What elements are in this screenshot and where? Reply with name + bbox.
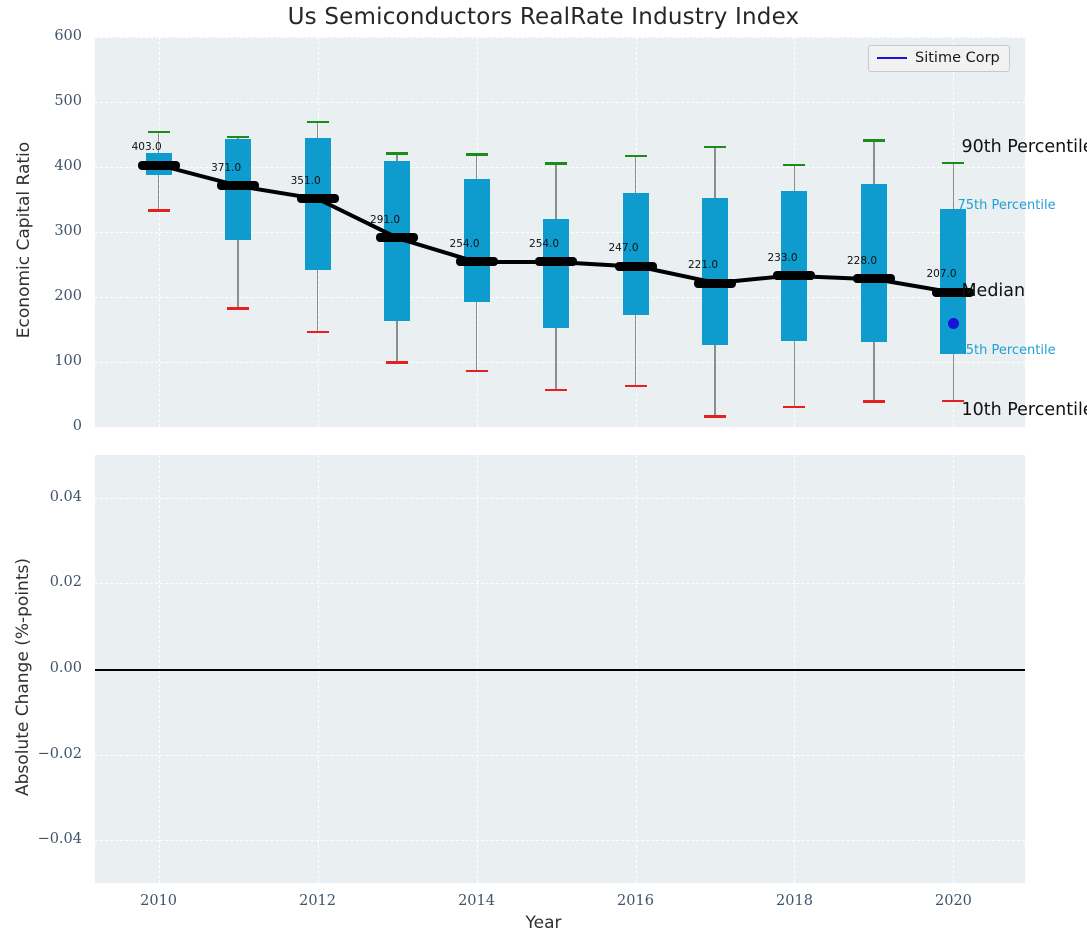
x-tick-label: 2014 <box>458 893 495 909</box>
interquartile-box[interactable] <box>940 209 967 354</box>
low-cap-marker <box>227 307 250 310</box>
upper-y-axis-label: Economic Capital Ratio <box>14 141 34 339</box>
interquartile-box[interactable] <box>702 198 728 346</box>
high-cap-marker <box>386 152 409 155</box>
gridline-y <box>95 167 1025 168</box>
median-marker[interactable] <box>773 271 816 281</box>
y-tick-label: 0.00 <box>49 660 82 676</box>
x-tick-label: 2018 <box>776 893 813 909</box>
low-cap-marker <box>306 330 329 334</box>
high-cap-marker <box>783 163 806 167</box>
x-axis-label: Year <box>525 913 562 933</box>
gridline-y <box>95 497 1025 499</box>
legend-label: Sitime Corp <box>915 50 1000 66</box>
median-value-label: 207.0 <box>926 268 957 281</box>
x-tick-label: 2016 <box>617 893 654 909</box>
median-value-label: 254.0 <box>449 237 480 250</box>
high-cap-marker <box>624 154 647 158</box>
low-cap-marker <box>545 388 568 392</box>
high-cap-marker <box>306 120 329 124</box>
median-marker[interactable] <box>614 261 657 271</box>
annotation-10th-percentile: 10th Percentile <box>961 400 1087 421</box>
y-tick-label: 100 <box>54 353 82 369</box>
high-cap-marker <box>465 153 488 156</box>
annotation-25th-percentile: 25th Percentile <box>957 342 1056 358</box>
median-value-label: 247.0 <box>608 242 639 255</box>
y-tick-label: 0.04 <box>49 488 82 505</box>
high-cap-marker <box>704 145 726 149</box>
high-cap-marker <box>942 161 965 165</box>
median-marker[interactable] <box>296 194 339 204</box>
legend-line-icon <box>877 57 907 59</box>
high-cap-marker <box>545 162 568 166</box>
median-marker[interactable] <box>455 257 498 267</box>
x-tick-label: 2020 <box>935 893 972 909</box>
high-cap-marker <box>862 139 885 142</box>
x-tick-label: 2010 <box>140 893 178 909</box>
median-value-label: 254.0 <box>529 237 560 250</box>
median-value-label: 351.0 <box>290 174 321 187</box>
annotation-median: Median <box>961 281 1026 302</box>
low-cap-marker <box>147 209 170 212</box>
median-marker[interactable] <box>694 278 736 288</box>
gridline-y <box>95 427 1025 428</box>
interquartile-box[interactable] <box>860 183 887 343</box>
y-tick-label: −0.02 <box>37 745 82 762</box>
y-tick-label: 200 <box>54 288 82 304</box>
interquartile-box[interactable] <box>622 193 649 315</box>
median-value-label: 403.0 <box>131 141 162 154</box>
median-marker[interactable] <box>535 257 578 267</box>
y-tick-label: 600 <box>54 28 82 44</box>
y-tick-label: 0 <box>72 418 82 434</box>
y-tick-label: 0.02 <box>49 574 82 591</box>
lower-y-axis-label: Absolute Change (%-points) <box>13 558 33 796</box>
median-value-label: 233.0 <box>767 251 798 264</box>
annotation-90th-percentile: 90th Percentile <box>961 136 1087 157</box>
lower-panel-zero-line <box>95 669 1025 671</box>
high-cap-marker <box>227 135 250 139</box>
median-marker[interactable] <box>217 181 260 191</box>
median-marker[interactable] <box>852 274 895 284</box>
median-value-label: 371.0 <box>211 161 242 174</box>
high-cap-marker <box>147 130 170 134</box>
page-title: Us Semiconductors RealRate Industry Inde… <box>287 4 800 30</box>
sitime-corp-datapoint[interactable] <box>947 317 959 329</box>
interquartile-box[interactable] <box>543 219 570 328</box>
gridline-x <box>158 37 160 427</box>
gridline-y <box>95 754 1025 756</box>
interquartile-box[interactable] <box>781 191 808 342</box>
gridline-y <box>95 583 1025 585</box>
median-marker[interactable] <box>137 160 180 170</box>
gridline-y <box>95 362 1025 363</box>
gridline-y <box>95 37 1025 38</box>
low-cap-marker <box>942 399 965 403</box>
low-cap-marker <box>386 361 409 364</box>
median-value-label: 228.0 <box>846 254 878 267</box>
low-cap-marker <box>465 369 488 373</box>
legend[interactable]: Sitime Corp <box>868 45 1010 72</box>
median-value-label: 291.0 <box>370 213 401 226</box>
median-marker[interactable] <box>932 287 975 297</box>
low-cap-marker <box>704 415 726 418</box>
median-marker[interactable] <box>376 233 419 243</box>
y-tick-label: −0.04 <box>37 831 82 848</box>
annotation-75th-percentile: 75th Percentile <box>957 198 1056 214</box>
median-line-segment <box>476 259 557 264</box>
interquartile-box[interactable] <box>463 179 490 303</box>
x-tick-label: 2012 <box>299 893 337 909</box>
low-cap-marker <box>862 400 885 403</box>
y-tick-label: 400 <box>54 158 82 174</box>
low-cap-marker <box>624 384 647 388</box>
y-tick-label: 300 <box>54 223 82 239</box>
gridline-y <box>95 102 1025 103</box>
low-cap-marker <box>783 405 806 409</box>
y-tick-label: 500 <box>54 93 82 109</box>
gridline-y <box>95 840 1025 842</box>
median-value-label: 221.0 <box>688 259 719 272</box>
